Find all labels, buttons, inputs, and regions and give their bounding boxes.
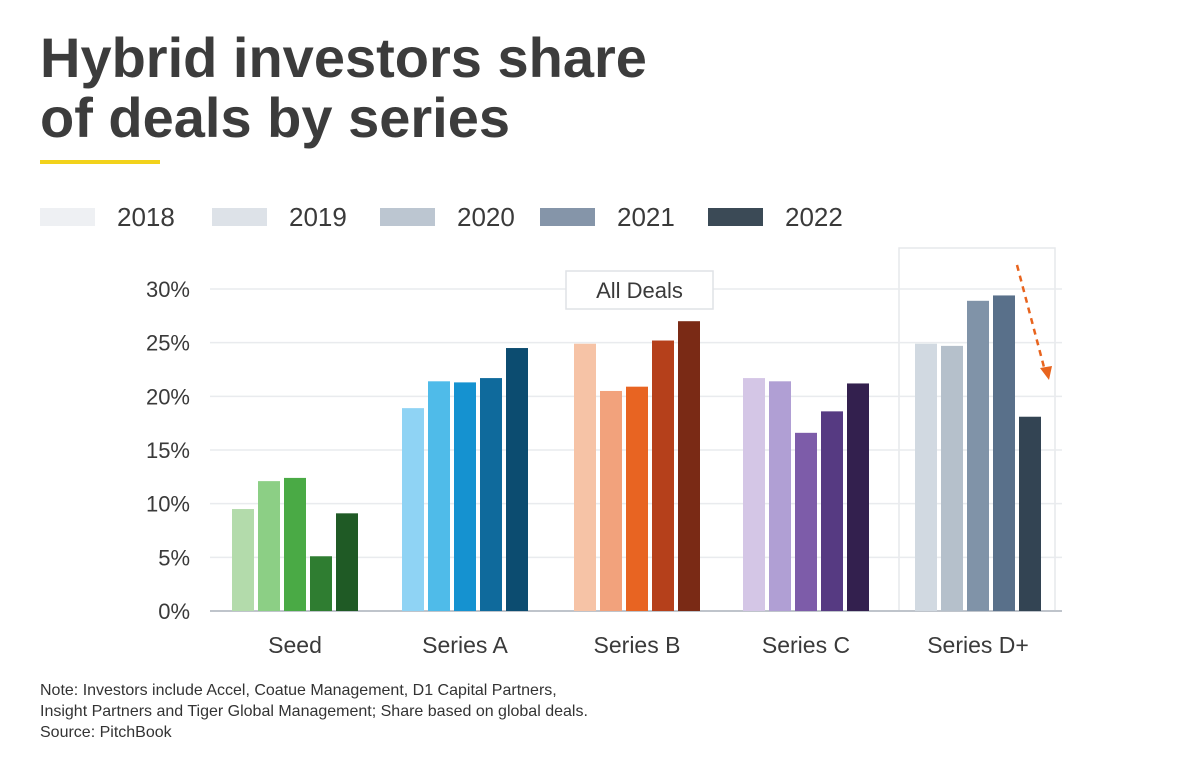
bar-series-d--2019 xyxy=(941,345,963,611)
legend-swatch xyxy=(40,208,95,226)
bar-series-c-2022 xyxy=(847,383,869,611)
bar-series-b-2020 xyxy=(626,386,648,611)
bar-seed-2019 xyxy=(258,481,280,611)
bar-seed-2018 xyxy=(232,509,254,611)
bar-series-a-2022 xyxy=(506,348,528,611)
bar-series-d--2021 xyxy=(993,295,1015,611)
bar-series-c-2021 xyxy=(821,411,843,611)
note-line-2: Insight Partners and Tiger Global Manage… xyxy=(40,703,588,720)
bar-series-a-2020 xyxy=(454,382,476,611)
title-line-2: of deals by series xyxy=(40,86,511,149)
x-category-label: Series A xyxy=(422,632,508,658)
annotation-label: All Deals xyxy=(596,278,683,303)
bar-series-d--2020 xyxy=(967,300,989,611)
y-tick-label: 15% xyxy=(146,438,190,463)
legend-swatch xyxy=(708,208,763,226)
legend-label: 2018 xyxy=(117,202,175,232)
x-category-label: Series C xyxy=(762,632,850,658)
legend-swatch xyxy=(212,208,267,226)
bar-seed-2021 xyxy=(310,556,332,611)
legend-label: 2020 xyxy=(457,202,515,232)
bar-chart: 0% 5% 10% 15% 20% 25% 30% Seed Series A Series B S… xyxy=(146,247,1062,658)
y-tick-label: 20% xyxy=(146,384,190,409)
source-line: Source: PitchBook xyxy=(40,724,172,741)
bar-series-a-2018 xyxy=(402,408,424,611)
x-category-label: Seed xyxy=(268,632,322,658)
bar-series-c-2020 xyxy=(795,432,817,611)
legend-swatch xyxy=(540,208,595,226)
bar-seed-2020 xyxy=(284,477,306,611)
bar-series-b-2019 xyxy=(600,390,622,611)
y-tick-label: 0% xyxy=(158,599,190,624)
bar-series-a-2019 xyxy=(428,381,450,611)
legend-label: 2021 xyxy=(617,202,675,232)
y-tick-label: 25% xyxy=(146,331,190,356)
bar-series-c-2019 xyxy=(769,381,791,611)
y-tick-label: 5% xyxy=(158,545,190,570)
bar-series-b-2018 xyxy=(574,343,596,611)
bar-seed-2022 xyxy=(336,513,358,611)
x-category-label: Series D+ xyxy=(927,632,1029,658)
x-category-label: Series B xyxy=(594,632,681,658)
bar-series-c-2018 xyxy=(743,378,765,611)
annotation-box xyxy=(565,270,714,310)
legend-swatch xyxy=(380,208,435,226)
legend-label: 2022 xyxy=(785,202,843,232)
y-tick-label: 10% xyxy=(146,492,190,517)
bar-series-a-2021 xyxy=(480,378,502,611)
bar-series-d--2022 xyxy=(1019,416,1041,611)
bar-series-b-2022 xyxy=(678,321,700,611)
bar-series-b-2021 xyxy=(652,340,674,611)
title-accent-underline xyxy=(40,160,160,164)
trend-arrow-line xyxy=(1015,264,1047,372)
chart-footnote: Note: Investors include Accel, Coatue Ma… xyxy=(40,680,940,743)
title-line-1: Hybrid investors share xyxy=(40,26,647,89)
y-tick-label: 30% xyxy=(146,277,190,302)
legend-label: 2019 xyxy=(289,202,347,232)
chart-title: Hybrid investors share of deals by serie… xyxy=(40,28,740,148)
bar-series-d--2018 xyxy=(915,343,937,611)
trend-arrow-head-icon xyxy=(1040,366,1052,380)
note-line-1: Note: Investors include Accel, Coatue Ma… xyxy=(40,682,557,699)
